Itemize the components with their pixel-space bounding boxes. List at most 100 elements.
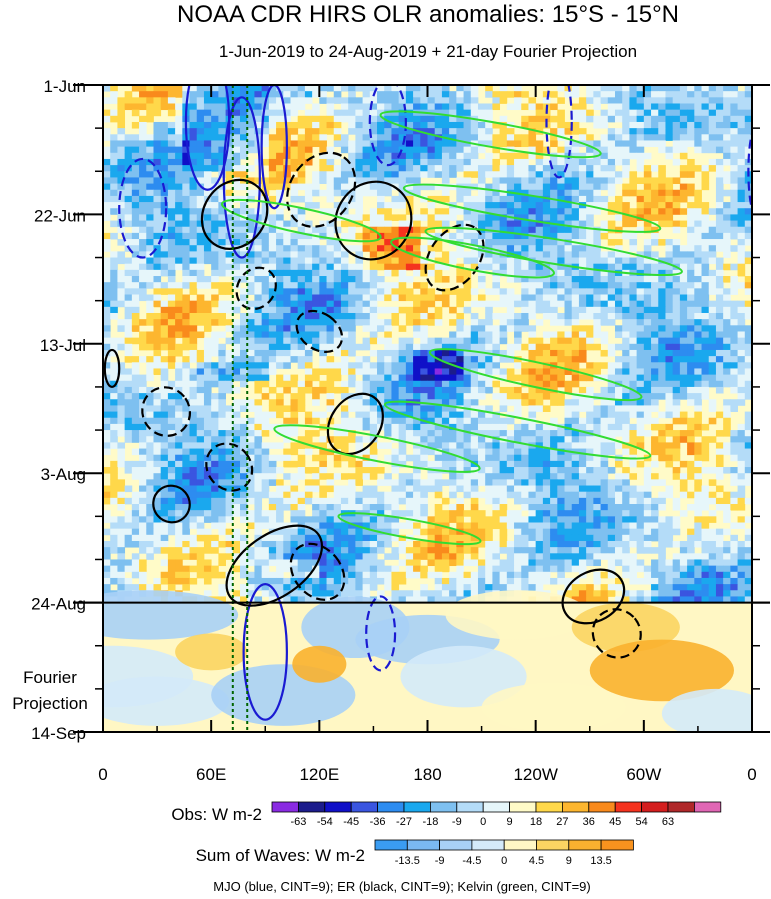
er-contour-8 — [141, 386, 192, 437]
colorbar-tick-label: 18 — [530, 816, 542, 828]
y-tick-label: 22-Jun — [34, 206, 86, 225]
kelvin-contour-4 — [390, 236, 556, 279]
x-axis: 0 60E 120E 180 120W 60W 0 — [98, 85, 757, 784]
obs-colorbar-label: Obs: W m-2 — [171, 805, 262, 824]
colorbar-swatch — [614, 801, 643, 813]
colorbar-tick-label: 54 — [635, 816, 647, 828]
mjo-contour-8 — [242, 583, 288, 721]
colorbar-swatch — [503, 839, 537, 851]
observed-anomaly-field — [103, 85, 752, 603]
er-contour-6 — [295, 309, 344, 354]
colorbar-swatch — [667, 801, 695, 813]
chart-subtitle: 1-Jun-2019 to 24-Aug-2019 + 21-day Fouri… — [219, 42, 637, 61]
y-tick-label: 14-Sep — [31, 724, 86, 743]
x-tick-label: 60E — [196, 765, 226, 784]
colorbar-tick-label: 4.5 — [529, 855, 544, 867]
forecast-label-line-2: Projection — [12, 694, 88, 713]
colorbar-swatch — [350, 801, 379, 813]
er-contour-15 — [103, 348, 121, 389]
forecast-label-line-1: Fourier — [23, 668, 77, 687]
x-tick-label: 60W — [626, 765, 661, 784]
colorbar-tick-label: -9 — [435, 855, 445, 867]
colorbar-tick-label: -27 — [396, 816, 412, 828]
er-contour-3 — [334, 180, 413, 261]
colorbar-swatch — [641, 801, 669, 813]
colorbar-tick-label: 27 — [556, 816, 568, 828]
er-contour-13 — [561, 568, 626, 625]
colorbar-tick-label: 13.5 — [590, 855, 611, 867]
er-contour-1 — [200, 178, 269, 250]
plot-area — [103, 85, 752, 732]
kelvin-contour-7 — [383, 400, 652, 460]
colorbar-tick-label: 45 — [609, 816, 621, 828]
y-tick-label: 3-Aug — [41, 465, 86, 484]
wave-contours — [103, 85, 752, 721]
er-contour-12 — [289, 542, 346, 601]
mjo-contour-3 — [260, 85, 288, 210]
colorbar-tick-label: -4.5 — [462, 855, 481, 867]
forecast-anomaly-field — [103, 590, 752, 732]
er-contour-11 — [225, 524, 324, 607]
chart-title: NOAA CDR HIRS OLR anomalies: 15°S - 15°N — [177, 1, 679, 28]
er-contour-9 — [205, 442, 254, 492]
colorbar-swatch — [509, 801, 537, 813]
colorbar-swatch — [403, 801, 431, 813]
y-tick-label: 1-Jun — [43, 77, 86, 96]
colorbar-swatch — [562, 801, 590, 813]
colorbar-tick-label: 36 — [583, 816, 595, 828]
kelvin-contour-2 — [402, 183, 662, 233]
colorbar-tick-label: 63 — [662, 816, 674, 828]
kelvin-contour-3 — [424, 226, 683, 277]
colorbar-swatch — [271, 801, 299, 813]
x-tick-label: 120E — [299, 765, 339, 784]
colorbar-tick-label: 0 — [480, 816, 486, 828]
colorbar-swatch — [324, 801, 352, 813]
colorbar-swatch — [297, 801, 326, 813]
colorbar-tick-label: -13.5 — [395, 855, 420, 867]
mjo-contour-9 — [365, 595, 397, 672]
er-contour-5 — [424, 223, 485, 292]
colorbar-swatch — [374, 839, 408, 851]
colorbar-swatch — [429, 801, 458, 813]
mjo-contour-4 — [118, 157, 168, 259]
kelvin-contour-8 — [273, 424, 481, 473]
footer-note: MJO (blue, CINT=9); ER (black, CINT=9); … — [213, 879, 590, 894]
colorbar-tick-label: -63 — [290, 816, 306, 828]
waves-colorbar-label: Sum of Waves: W m-2 — [196, 846, 365, 865]
colorbar-swatch — [536, 839, 570, 851]
kelvin-contour-9 — [337, 512, 482, 546]
mjo-contour-7 — [747, 130, 752, 212]
colorbar-swatch — [377, 801, 405, 813]
y-tick-label: 24-Aug — [31, 595, 86, 614]
er-contour-2 — [286, 151, 357, 228]
y-axis: 1-Jun 22-Jun 13-Jul 3-Aug 24-Aug 14-Sep — [31, 77, 770, 743]
colorbar-tick-label: -9 — [452, 816, 462, 828]
x-tick-label: 120W — [513, 765, 557, 784]
waves-colorbar: -13.5 -9 -4.5 0 4.5 9 13.5 — [374, 839, 634, 867]
er-contour-4 — [235, 266, 277, 311]
kelvin-contour-1 — [379, 110, 602, 159]
mjo-contour-6 — [545, 85, 573, 179]
colorbar-swatch — [588, 801, 616, 813]
colorbar-tick-label: -45 — [343, 816, 359, 828]
colorbar-tick-label: -36 — [370, 816, 386, 828]
colorbar-swatch — [568, 839, 602, 851]
colorbar-swatch — [482, 801, 511, 813]
x-tick-label: 0 — [98, 765, 107, 784]
er-contour-10 — [152, 484, 191, 524]
y-tick-label: 13-Jul — [40, 336, 86, 355]
colorbar-tick-label: 9 — [566, 855, 572, 867]
er-contour-7 — [326, 392, 384, 456]
er-contour-14 — [591, 608, 642, 659]
colorbar-swatch — [471, 839, 505, 851]
kelvin-contour-5 — [220, 198, 382, 243]
x-tick-label: 0 — [747, 765, 756, 784]
mjo-contour-5 — [368, 85, 407, 167]
colorbar-swatch — [456, 801, 484, 813]
colorbar-swatch — [406, 839, 440, 851]
colorbar-tick-label: -18 — [422, 816, 438, 828]
obs-colorbar: -63 -54 -45 -36 -27 -18 -9 0 9 18 27 36 45 54 63 — [271, 801, 722, 828]
mjo-contour-2 — [222, 96, 261, 259]
x-tick-label: 180 — [413, 765, 441, 784]
